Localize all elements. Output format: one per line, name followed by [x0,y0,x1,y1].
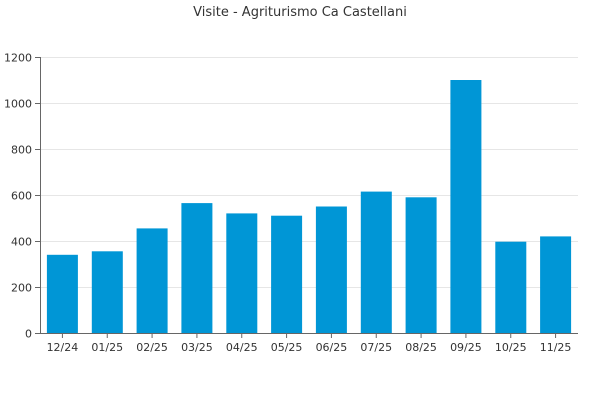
bar-01-25 [91,251,123,333]
bar-09-25 [450,80,482,333]
bar-10-25 [495,241,527,333]
y-tick-label: 0 [25,328,32,341]
y-tick-labels: 0 200 400 600 800 1000 1200 [4,52,32,341]
x-tick-label: 04/25 [226,341,258,354]
y-tick-label: 200 [11,282,32,295]
chart-title: Visite - Agriturismo Ca Castellani [193,5,407,20]
bar-07-25 [360,191,392,333]
bar-11-25 [540,236,572,333]
bar-05-25 [271,215,303,333]
bar-03-25 [181,203,213,333]
bar-06-25 [315,206,347,333]
bar-02-25 [136,228,168,333]
x-tick-label: 07/25 [360,341,392,354]
x-tick-label: 10/25 [495,341,527,354]
x-tick-label: 05/25 [271,341,303,354]
x-tick-label: 02/25 [136,341,168,354]
x-tick-label: 12/24 [47,341,79,354]
bar-12-24 [46,254,78,333]
x-tick-label: 06/25 [316,341,348,354]
y-tick-label: 800 [11,144,32,157]
y-tick-label: 400 [11,236,32,249]
bar-08-25 [405,197,437,333]
bar-04-25 [226,213,258,333]
gridlines [40,57,578,288]
y-tick-label: 1200 [4,52,32,65]
x-tick-label: 09/25 [450,341,482,354]
x-tick-label: 11/25 [540,341,572,354]
x-tick-labels: 12/24 01/25 02/25 03/25 04/25 05/25 06/25 07/25… [47,341,572,354]
axes [35,57,578,338]
x-tick-label: 03/25 [181,341,213,354]
bars [46,80,572,333]
x-tick-label: 08/25 [405,341,437,354]
y-tick-label: 1000 [4,98,32,111]
y-tick-label: 600 [11,190,32,203]
x-tick-label: 01/25 [91,341,123,354]
